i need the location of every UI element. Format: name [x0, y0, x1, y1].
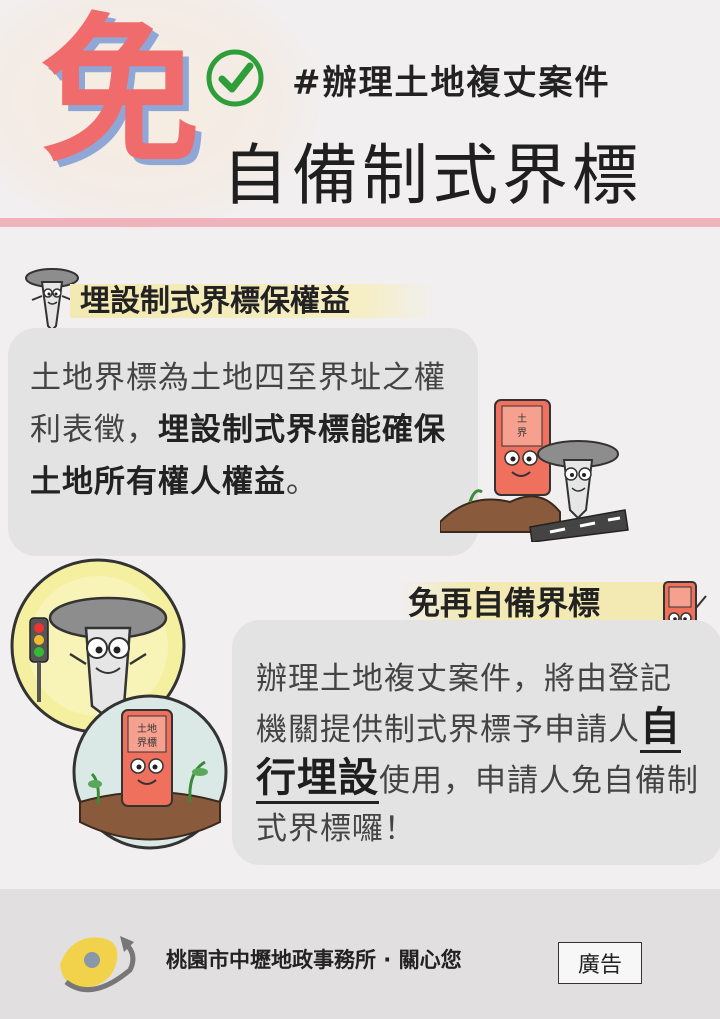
section2-title: 免再自備界標	[408, 584, 601, 622]
section1-highlight	[70, 284, 435, 318]
marker-and-nail-illustration: 土 界	[440, 399, 629, 542]
section1-text-end: 。	[286, 464, 318, 500]
section2-text-b: 使用，申請人免自備制式界標囉！	[256, 763, 699, 847]
section1-text-bold: 埋設制式界標能確保土地所有權人權益	[30, 412, 446, 500]
svg-text:土: 土	[517, 412, 527, 425]
svg-text:界: 界	[517, 427, 527, 439]
svg-text:土地: 土地	[137, 722, 157, 735]
section2-emphasis: 自行埋設	[256, 704, 681, 804]
section2-text-a: 辦理土地複丈案件，將由登記機關提供制式界標予申請人	[256, 661, 672, 748]
headline: 自備制式界標	[222, 137, 642, 214]
header-glow	[0, 0, 320, 230]
svg-text:界標: 界標	[137, 736, 157, 749]
big-character: 免	[40, 0, 201, 185]
ad-label: 廣告	[577, 953, 622, 978]
ad-label-box: 廣告	[558, 942, 642, 984]
divider-bar	[0, 218, 720, 227]
section2-text: 辦理土地複丈案件，將由登記機關提供制式界標予申請人自行埋設使用，申請人免自備制式…	[256, 655, 701, 853]
section1-bubble	[8, 328, 478, 556]
footer-organization: 桃園市中壢地政事務所 · 關心您	[166, 948, 462, 972]
section2-highlight	[400, 582, 670, 620]
section1-text: 土地界標為土地四至界址之權利表徵，埋設制式界標能確保土地所有權人權益。	[30, 352, 450, 508]
hashtag-title: #辦理土地複丈案件	[292, 63, 611, 103]
office-logo-icon	[60, 936, 136, 993]
section2-bubble	[232, 620, 720, 865]
nail-traffic-light-illustration	[10, 558, 186, 734]
section1-text-normal: 土地界標為土地四至界址之權利表徵，	[30, 360, 446, 448]
marker-plant-illustration: 土地 界標	[72, 694, 228, 850]
check-icon	[206, 49, 264, 107]
nail-mascot-icon	[25, 268, 79, 332]
section1-title: 埋設制式界標保權益	[80, 284, 350, 319]
